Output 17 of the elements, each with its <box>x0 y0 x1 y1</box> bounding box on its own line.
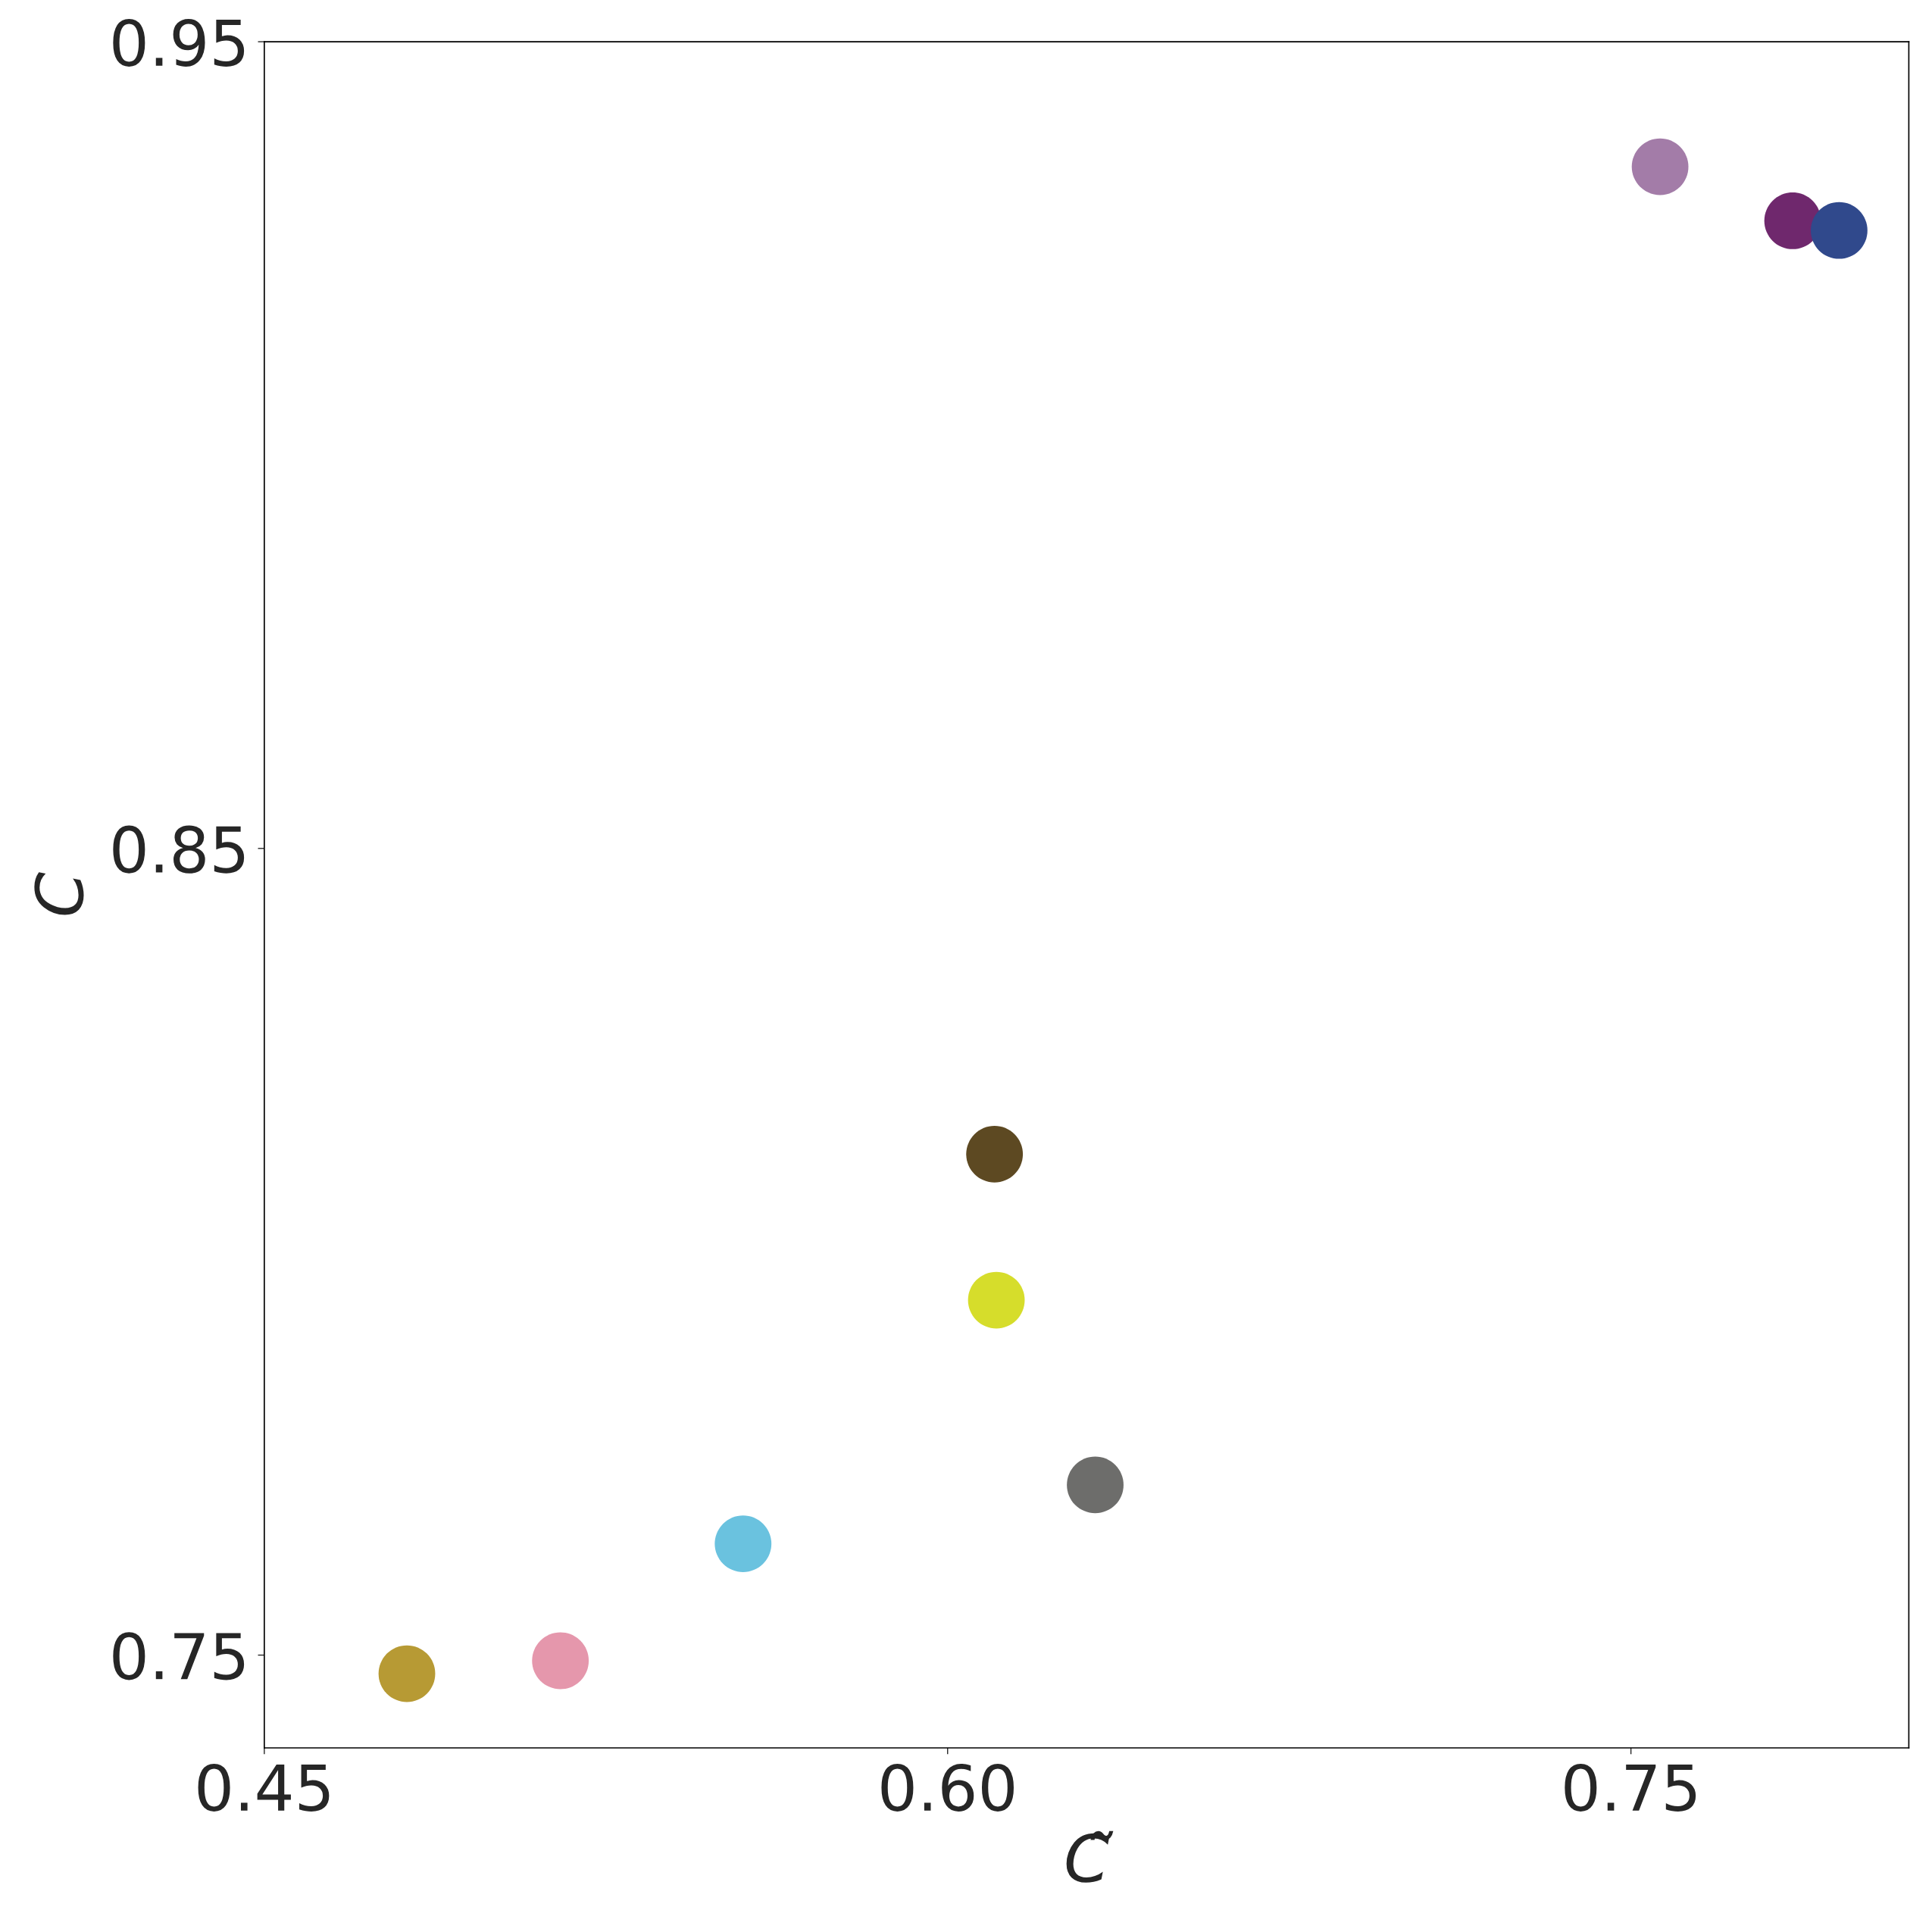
point <box>378 1645 436 1702</box>
point <box>1811 202 1868 259</box>
y-tick-label: 0.75 <box>113 1632 245 1680</box>
x-tick-label: 0.45 <box>198 1763 330 1812</box>
point <box>1631 138 1689 195</box>
y-tick-label: 0.85 <box>113 825 245 874</box>
x-tick-label: 0.60 <box>881 1763 1014 1812</box>
point <box>966 1125 1024 1183</box>
point <box>1764 192 1821 249</box>
x-axis-title: C̃ <box>1066 1830 1114 1883</box>
x-tick-label: 0.75 <box>1565 1763 1696 1812</box>
point <box>968 1271 1025 1329</box>
y-axis-title: C <box>34 872 84 915</box>
y-tick-label: 0.95 <box>113 18 245 67</box>
point <box>714 1515 772 1573</box>
point <box>532 1632 589 1690</box>
point <box>1067 1456 1124 1514</box>
